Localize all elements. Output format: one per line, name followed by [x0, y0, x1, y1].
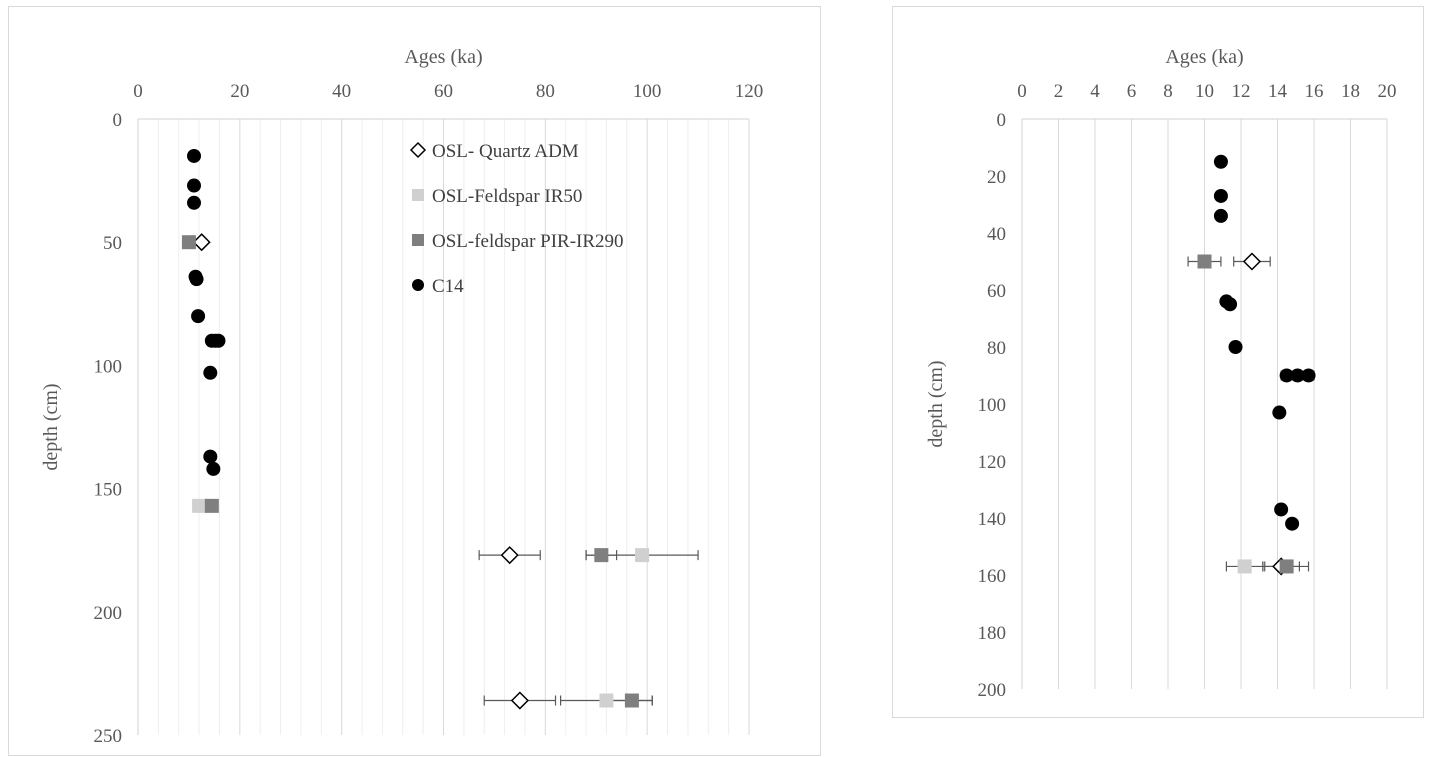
- chart-left-panel: 0 20 40 60 80 100 120 0 50 100 150 200 250 Ages (ka) d…: [8, 6, 821, 756]
- left-legend-label: OSL-Feldspar IR50: [432, 186, 582, 207]
- left-data-point: [192, 498, 207, 513]
- right-data-point: [1213, 154, 1228, 169]
- left-x-tick-label: 20: [230, 81, 249, 102]
- left-x-tick-label: 0: [133, 81, 143, 102]
- left-data-point: [594, 548, 609, 563]
- right-y-tick-label: 200: [978, 680, 1007, 701]
- right-data-point: [1279, 559, 1294, 574]
- right-y-tick-label: 180: [978, 623, 1007, 644]
- left-y-tick-label: 150: [94, 480, 123, 501]
- right-y-tick-label: 160: [978, 566, 1007, 587]
- right-data-point: [1272, 405, 1287, 420]
- left-data-point: [191, 309, 206, 324]
- left-x-tick-label: 60: [434, 81, 453, 102]
- left-x-tick-label: 40: [332, 81, 351, 102]
- right-x-tick-label: 16: [1305, 81, 1324, 102]
- left-data-point: [192, 233, 211, 252]
- left-y-tick-label: 0: [113, 110, 123, 131]
- right-data-point: [1290, 368, 1305, 383]
- right-x-tick-label: 4: [1090, 81, 1100, 102]
- left-y-tick-label: 250: [94, 726, 123, 747]
- right-y-tick-label: 20: [987, 167, 1006, 188]
- left-data-point: [187, 148, 202, 163]
- right-y-tick-label: 80: [987, 338, 1006, 359]
- right-data-point: [1197, 254, 1212, 269]
- left-data-point: [510, 691, 529, 710]
- left-legend-marker: [412, 189, 424, 201]
- left-x-tick-label: 120: [735, 81, 764, 102]
- left-data-point: [204, 498, 219, 513]
- left-data-point: [181, 235, 196, 250]
- left-y-tick-label: 50: [103, 233, 122, 254]
- right-data-point: [1279, 368, 1294, 383]
- left-x-tick-label: 80: [536, 81, 555, 102]
- left-data-point: [203, 449, 218, 464]
- right-y-tick-label: 140: [978, 509, 1007, 530]
- chart-right-svg: 0 2 4 6 8 10 12 14 16 18 2002040608010012014016018…: [925, 46, 1397, 701]
- left-data-point: [211, 333, 226, 348]
- right-y-tick-label: 60: [987, 281, 1006, 302]
- left-legend-label: OSL-feldspar PIR-IR290: [432, 231, 624, 252]
- left-legend-label: OSL- Quartz ADM: [432, 141, 579, 162]
- left-data-point: [187, 195, 202, 210]
- right-x-tick-label: 2: [1054, 81, 1064, 102]
- left-data-point: [635, 548, 650, 563]
- left-data-point: [206, 461, 221, 476]
- right-x-tick-label: 14: [1268, 81, 1288, 102]
- left-data-point: [187, 178, 202, 193]
- left-legend-label: C14: [432, 276, 464, 297]
- right-x-tick-label: 8: [1163, 81, 1173, 102]
- left-y-tick-label: 100: [94, 356, 123, 377]
- right-x-tick-label: 6: [1127, 81, 1137, 102]
- left-data-point: [203, 365, 218, 380]
- left-legend-marker: [409, 141, 427, 159]
- right-data-point: [1301, 368, 1316, 383]
- right-data-point: [1223, 297, 1238, 312]
- right-data-point: [1285, 516, 1300, 531]
- chart-right-panel: 0 2 4 6 8 10 12 14 16 18 20 0 20 40 60 80 100 120 140 160 18…: [892, 6, 1424, 718]
- left-data-point: [189, 272, 204, 287]
- right-data-point: [1228, 340, 1243, 354]
- right-data-point: [1242, 252, 1262, 271]
- left-y-tick-label: 200: [94, 603, 123, 624]
- right-x-tick-label: 12: [1232, 81, 1251, 102]
- right-x-tick-label: 0: [1017, 81, 1027, 102]
- right-x-tick-label: 18: [1341, 81, 1360, 102]
- right-data-point: [1237, 559, 1252, 574]
- right-y-tick-label: 100: [978, 395, 1007, 416]
- left-legend-marker: [412, 234, 424, 246]
- right-x-axis-title: Ages (ka): [1165, 46, 1243, 68]
- left-x-tick-label: 100: [633, 81, 662, 102]
- left-data-point: [500, 546, 519, 565]
- left-data-point: [599, 693, 614, 708]
- right-data-point: [1213, 188, 1228, 203]
- right-y-tick-label: 0: [997, 110, 1007, 131]
- left-y-axis-title: depth (cm): [40, 383, 62, 470]
- left-legend-marker: [412, 279, 424, 291]
- right-data-point: [1213, 208, 1228, 223]
- left-x-axis-title: Ages (ka): [404, 46, 482, 68]
- left-data-point: [624, 693, 639, 708]
- right-y-tick-label: 40: [987, 224, 1006, 245]
- right-y-axis-title: depth (cm): [925, 360, 947, 447]
- right-y-tick-label: 120: [978, 452, 1007, 473]
- right-x-tick-label: 20: [1378, 81, 1397, 102]
- chart-left-svg: 0 20 40 60 80 100 120 0 50 100 150 200 250 Ages (ka) d…: [40, 46, 764, 747]
- right-x-tick-label: 10: [1195, 81, 1214, 102]
- right-data-point: [1274, 502, 1289, 517]
